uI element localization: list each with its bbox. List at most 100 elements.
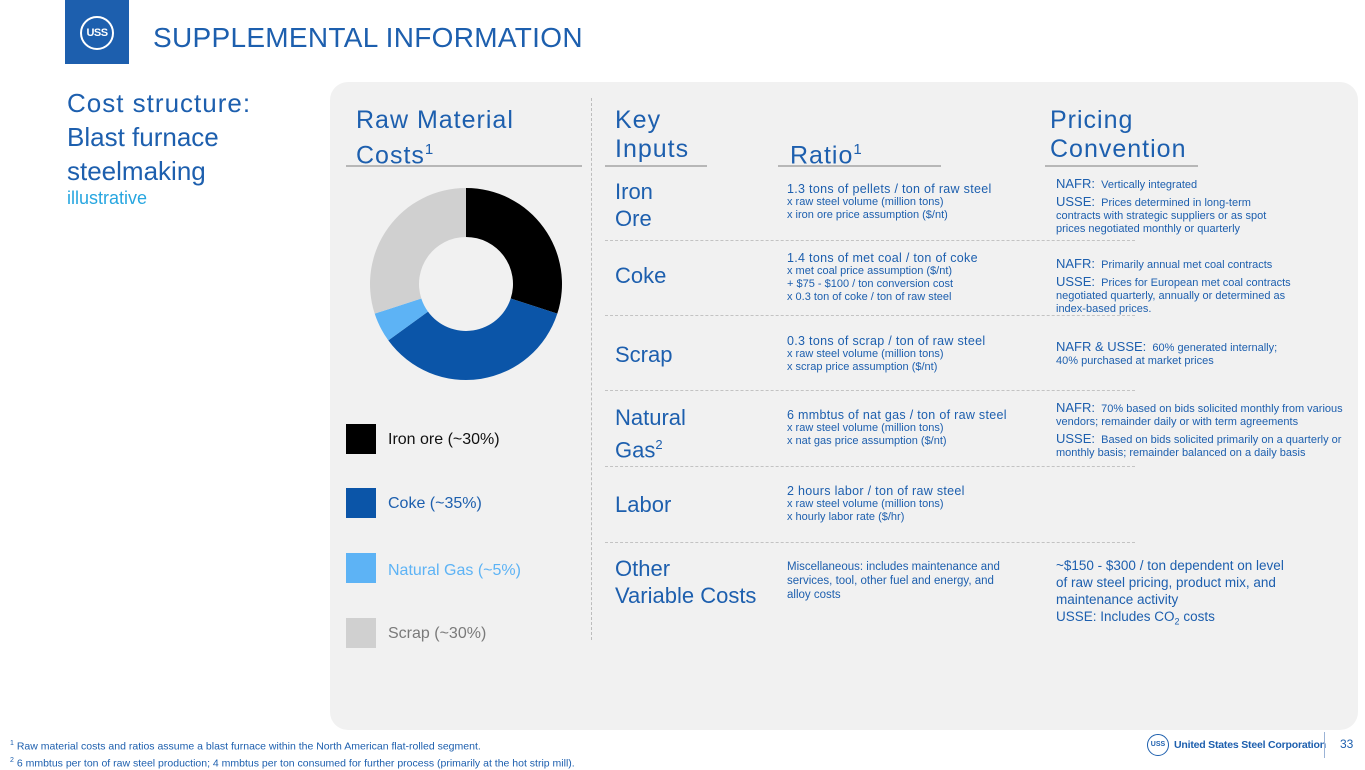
header-underline <box>778 165 941 167</box>
pricing-text: Vertically integrated <box>1101 179 1197 191</box>
pricing-text: Primarily annual met coal contracts <box>1101 259 1272 271</box>
legend-label-iron-ore: Iron ore (~30%) <box>388 430 500 450</box>
pricing-scrap: NAFR & USSE: 60% generated internally; 4… <box>1056 340 1286 368</box>
key-input-natural-gas: Natural Gas2 <box>615 404 686 463</box>
corporate-logo-mark: USS <box>1147 734 1169 756</box>
key-input-iron-ore: Iron Ore <box>615 178 653 232</box>
key-input-line2: Ore <box>615 205 653 232</box>
column-divider <box>591 98 592 640</box>
pricing-region-label: USSE: <box>1056 431 1095 446</box>
legend-swatch-scrap <box>346 618 376 648</box>
pricing-region-label: NAFR: <box>1056 400 1095 415</box>
ratio-detail: x 0.3 ton of coke / ton of raw steel <box>787 291 978 304</box>
pricing-iron-ore: NAFR: Vertically integrated USSE: Prices… <box>1056 177 1296 236</box>
key-input-line1: Coke <box>615 262 666 289</box>
pricing-region-label: NAFR: <box>1056 176 1095 191</box>
row-divider <box>605 542 1135 543</box>
ratio-detail: x raw steel volume (million tons) <box>787 498 965 511</box>
key-input-scrap: Scrap <box>615 341 672 368</box>
raw-material-header-line1: Raw Material <box>356 106 514 135</box>
pricing-text: costs <box>1180 609 1215 624</box>
uss-logo: USS <box>65 0 129 64</box>
section-title: Cost structure: Blast furnace steelmakin… <box>67 86 251 188</box>
ratio-coke: 1.4 tons of met coal / ton of coke x met… <box>787 252 978 304</box>
ratio-scrap: 0.3 tons of scrap / ton of raw steel x r… <box>787 335 985 374</box>
ratio-main: 1.4 tons of met coal / ton of coke <box>787 252 978 265</box>
pricing-region-label: NAFR & USSE: <box>1056 339 1146 354</box>
key-input-line1: Iron <box>615 178 653 205</box>
footnotes: 1 Raw material costs and ratios assume a… <box>10 737 575 770</box>
legend-swatch-natural-gas <box>346 553 376 583</box>
ratio-detail: + $75 - $100 / ton conversion cost <box>787 278 978 291</box>
page-number: 33 <box>1340 737 1353 751</box>
section-title-line1: Cost structure: <box>67 86 251 120</box>
header-underline <box>1045 165 1198 167</box>
section-title-line2: Blast furnace <box>67 120 251 154</box>
row-divider <box>605 390 1135 391</box>
ratio-iron-ore: 1.3 tons of pellets / ton of raw steel x… <box>787 183 992 222</box>
ratio-detail: x scrap price assumption ($/nt) <box>787 361 985 374</box>
ratio-main: 1.3 tons of pellets / ton of raw steel <box>787 183 992 196</box>
pricing-text: ~$150 - $300 / ton dependent on level of… <box>1056 557 1296 608</box>
ratio-detail: x raw steel volume (million tons) <box>787 348 985 361</box>
pricing-region-label: USSE: <box>1056 194 1095 209</box>
pricing-coke: NAFR: Primarily annual met coal contract… <box>1056 257 1296 316</box>
ratio-detail: x hourly labor rate ($/hr) <box>787 511 965 524</box>
row-divider <box>605 466 1135 467</box>
pricing-text: USSE: Includes CO <box>1056 609 1175 624</box>
row-divider <box>605 240 1135 241</box>
pricing-other-variable-costs: ~$150 - $300 / ton dependent on level of… <box>1056 557 1296 631</box>
header-underline <box>605 165 707 167</box>
legend-label-scrap: Scrap (~30%) <box>388 624 486 644</box>
legend-label-coke: Coke (~35%) <box>388 494 482 514</box>
key-input-line2: Variable Costs <box>615 582 756 609</box>
legend-label-natural-gas: Natural Gas (~5%) <box>388 561 521 581</box>
pricing-header-line1: Pricing <box>1050 106 1186 135</box>
pricing-region-label: NAFR: <box>1056 256 1095 271</box>
footnote-text: Raw material costs and ratios assume a b… <box>14 741 481 753</box>
page-title: SUPPLEMENTAL INFORMATION <box>153 22 583 54</box>
legend-swatch-iron-ore <box>346 424 376 454</box>
section-title-line3: steelmaking <box>67 154 251 188</box>
ratio-detail: x nat gas price assumption ($/nt) <box>787 435 1007 448</box>
ratio-natural-gas: 6 mmbtus of nat gas / ton of raw steel x… <box>787 409 1007 448</box>
header-underline <box>346 165 582 167</box>
company-name: United States Steel Corporation <box>1174 739 1326 751</box>
footnote-ref: 1 <box>853 141 862 158</box>
ratio-labor: 2 hours labor / ton of raw steel x raw s… <box>787 485 965 524</box>
footnote-1: 1 Raw material costs and ratios assume a… <box>10 737 575 754</box>
key-input-line1: Scrap <box>615 341 672 368</box>
corporate-logo: USS United States Steel Corporation <box>1147 734 1326 756</box>
pricing-natural-gas: NAFR: 70% based on bids solicited monthl… <box>1056 401 1352 460</box>
ratio-other-variable-costs: Miscellaneous: includes maintenance and … <box>787 560 1009 602</box>
key-inputs-header-line2: Inputs <box>615 135 689 164</box>
key-inputs-header: Key Inputs <box>615 106 689 164</box>
donut-slice-scrap <box>370 188 466 314</box>
ratio-detail: x raw steel volume (million tons) <box>787 196 992 209</box>
key-input-line1: Labor <box>615 491 671 518</box>
pricing-header: Pricing Convention <box>1050 106 1186 164</box>
ratio-main: 0.3 tons of scrap / ton of raw steel <box>787 335 985 348</box>
ratio-detail: x iron ore price assumption ($/nt) <box>787 209 992 222</box>
key-input-line1: Other <box>615 555 756 582</box>
section-subtitle: illustrative <box>67 188 147 209</box>
key-inputs-header-line1: Key <box>615 106 689 135</box>
footer-separator <box>1324 732 1325 758</box>
pricing-text: Based on bids solicited primarily on a q… <box>1056 434 1341 459</box>
footnote-text: 6 mmbtus per ton of raw steel production… <box>14 757 575 769</box>
key-input-line1: Natural <box>615 404 686 431</box>
pricing-text: 70% based on bids solicited monthly from… <box>1056 403 1343 428</box>
key-input-other-variable-costs: Other Variable Costs <box>615 555 756 609</box>
donut-slice-iron-ore <box>466 188 562 314</box>
key-input-coke: Coke <box>615 262 666 289</box>
ratio-detail: x raw steel volume (million tons) <box>787 422 1007 435</box>
ratio-detail: x met coal price assumption ($/nt) <box>787 265 978 278</box>
pricing-region-label: USSE: <box>1056 274 1095 289</box>
ratio-main: 2 hours labor / ton of raw steel <box>787 485 965 498</box>
footnote-ref: 1 <box>425 141 434 158</box>
uss-logo-mark: USS <box>80 16 114 50</box>
key-input-line2: Gas <box>615 437 655 462</box>
pricing-header-line2: Convention <box>1050 135 1186 164</box>
footnote-ref: 2 <box>655 437 662 452</box>
ratio-main: 6 mmbtus of nat gas / ton of raw steel <box>787 409 1007 422</box>
